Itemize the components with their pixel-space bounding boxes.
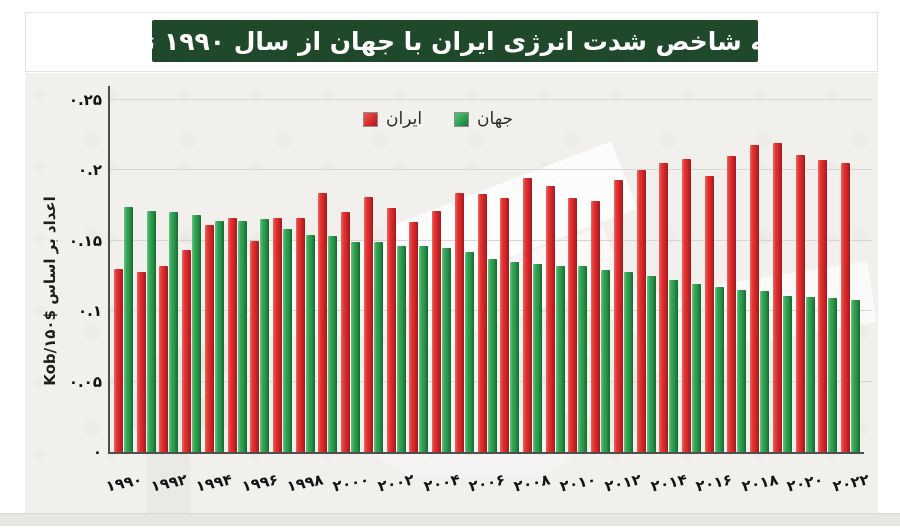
bar-iran-1992 [159,265,169,452]
bar-world-2002 [396,246,406,452]
legend: ایران جهان [363,109,513,129]
bar-iran-1991 [136,271,146,452]
gridline [110,239,872,241]
bar-iran-2009 [545,185,555,452]
bar-iran-2019 [772,143,782,452]
bar-world-1991 [146,210,156,452]
bar-iran-1998 [295,217,305,452]
bar-world-2011 [601,270,611,452]
bar-iran-2017 [727,155,737,452]
bar-world-2003 [419,246,429,452]
bar-iran-2002 [386,208,396,452]
bar-iran-2010 [568,198,578,452]
y-tick-label: ۰.۱ [77,302,102,320]
legend-label-world: جهان [477,109,514,129]
y-tick-label: ۰.۲۵ [68,90,102,109]
chart-title: مقایسه شاخص شدت انرژی ایران با جهان از س… [66,26,844,56]
bar-iran-2022 [841,162,851,452]
bar-world-1997 [283,229,293,452]
chart-title-banner: مقایسه شاخص شدت انرژی ایران با جهان از س… [67,20,844,62]
bar-world-1992 [169,212,179,452]
bar-world-1999 [328,236,338,452]
bar-iran-1990 [114,268,123,452]
bar-world-2013 [646,275,656,452]
bar-iran-2012 [613,179,623,452]
bar-world-1994 [214,220,224,452]
bar-iran-2008 [522,178,532,452]
y-tick-label: ۰.۱۵ [68,231,102,250]
bar-world-2006 [487,258,497,452]
bar-iran-2020 [795,154,805,452]
y-tick-label: ۰.۰۵ [68,372,102,391]
bar-world-2021 [828,298,838,452]
bar-iran-2011 [591,201,601,452]
bar-iran-1993 [182,250,192,452]
bar-iran-2018 [750,144,760,452]
header-band: مقایسه شاخص شدت انرژی ایران با جهان از س… [25,12,878,72]
bar-world-2020 [805,296,815,452]
bar-world-1998 [305,234,315,452]
bar-iran-2007 [500,198,510,452]
bar-world-2016 [714,287,724,452]
bar-iran-2000 [341,212,351,452]
bar-iran-1996 [250,240,260,452]
bar-world-1996 [260,219,270,452]
bar-world-1990 [124,206,133,452]
bar-iran-1995 [227,217,237,452]
bar-world-2019 [782,295,792,452]
y-tick-label: ۰ [92,443,102,461]
bar-world-2001 [373,241,383,452]
bar-world-1995 [237,220,247,452]
chart-area: f o ایران جهان اعداد بر اساس Kob/۱۵۰$ ۰۰… [25,73,878,513]
bar-iran-2016 [704,175,714,452]
bar-world-2015 [692,284,701,452]
bar-iran-1994 [204,225,214,452]
bar-iran-2003 [409,222,419,452]
bar-world-1993 [192,215,202,452]
bar-world-2008 [532,264,542,452]
bar-world-2000 [351,241,361,452]
bar-world-2018 [760,291,770,452]
bar-world-2009 [555,265,565,452]
bar-world-2010 [578,265,588,452]
bar-world-2022 [851,299,861,452]
bar-iran-2021 [818,160,828,452]
bottom-strip [0,513,900,526]
bar-iran-1997 [273,217,283,452]
bar-world-2014 [669,279,679,452]
bar-iran-2004 [432,210,442,452]
bar-world-2005 [464,251,474,452]
bar-iran-2006 [477,193,487,452]
gridline [110,98,872,100]
legend-swatch-world-icon [454,111,470,127]
bar-iran-2005 [454,192,464,452]
bar-iran-2014 [659,162,669,452]
bar-world-2017 [737,289,747,452]
legend-item-world: جهان [454,109,513,129]
legend-item-iran: ایران [363,109,422,129]
y-axis-title: اعداد بر اساس Kob/۱۵۰$ [41,196,59,386]
legend-label-iran: ایران [386,109,423,129]
plot-area: اعداد بر اساس Kob/۱۵۰$ ۰ ۰.۰۵ ۰.۱ ۰.۱۵ ۰.۲ ۰.… [41,86,872,496]
bar-iran-2015 [682,158,691,452]
bar-world-2007 [510,261,520,452]
y-tick-label: ۰.۲ [77,161,102,179]
legend-swatch-iran-icon [363,111,378,127]
bar-iran-2001 [363,196,373,452]
bar-world-2004 [442,247,452,452]
bar-iran-2013 [636,170,646,452]
bar-iran-1999 [318,192,328,452]
gridline [110,169,872,170]
bar-world-2012 [623,271,633,452]
